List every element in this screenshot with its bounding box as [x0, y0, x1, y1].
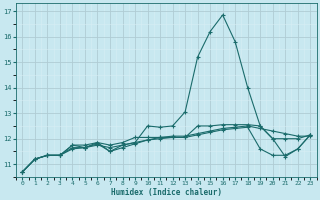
- X-axis label: Humidex (Indice chaleur): Humidex (Indice chaleur): [111, 188, 222, 197]
